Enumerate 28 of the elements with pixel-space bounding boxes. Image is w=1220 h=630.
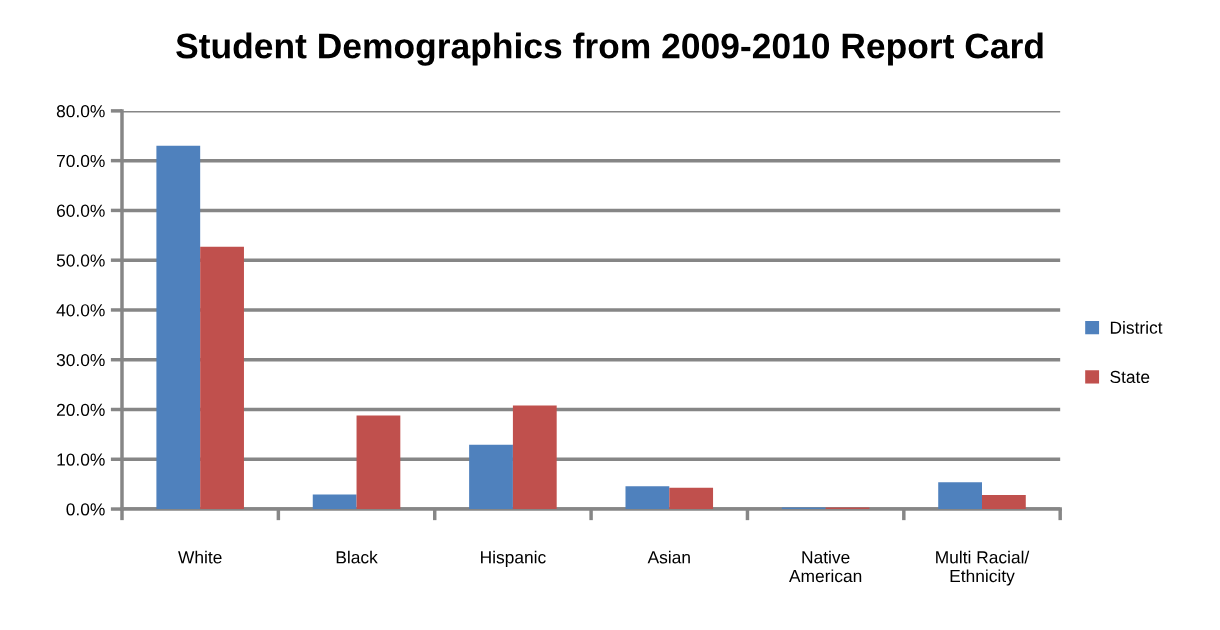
y-tick-label: 20.0% [56, 403, 105, 416]
x-tick-label: White [178, 550, 222, 564]
bar [312, 494, 357, 510]
x-tick-label: Multi Racial/ Ethnicity [936, 550, 1030, 586]
bar [625, 486, 670, 510]
y-tick-label: 80.0% [56, 105, 105, 118]
y-tick-label: 50.0% [56, 254, 105, 267]
y-tick-label: 10.0% [57, 453, 105, 466]
y-tick-label: 60.0% [56, 204, 105, 217]
bar [512, 405, 557, 510]
x-tick-label: Black [336, 550, 378, 564]
bar [200, 246, 244, 510]
bar [356, 415, 401, 510]
x-tick-label: Native American [789, 550, 862, 583]
bar [938, 482, 982, 510]
bar [156, 145, 201, 510]
y-tick-label: 0.0% [66, 503, 105, 516]
x-tick-label: Asian [647, 550, 690, 564]
legend-label: District [1110, 321, 1163, 334]
legend-label: State [1110, 370, 1150, 384]
y-tick-label: 30.0% [56, 353, 105, 367]
y-tick-label: 70.0% [57, 154, 105, 168]
bar [469, 444, 513, 510]
x-tick-label: Hispanic [481, 550, 546, 567]
bar [982, 495, 1026, 510]
chart-title: Student Demographics from 2009-2010 Report Card [176, 32, 1043, 66]
bar [669, 487, 714, 510]
y-tick-label: 40.0% [56, 304, 105, 317]
